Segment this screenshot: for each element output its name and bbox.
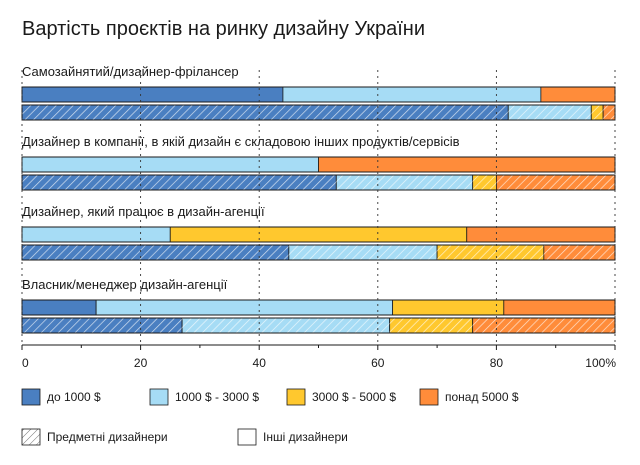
x-tick-label: 60 — [371, 356, 385, 370]
x-tick-label: 0 — [22, 356, 29, 370]
legend-label: Інші дизайнери — [263, 430, 348, 444]
bar-group-1: Самозайнятий/дизайнер-фрілансер — [22, 64, 615, 120]
legend-pattern-item: Предметні дизайнери — [22, 429, 168, 445]
bar-segment-hatch — [544, 245, 615, 260]
legend-swatch — [420, 389, 438, 405]
group-label: Власник/менеджер дизайн-агенції — [22, 277, 228, 292]
bar-segment-hatch — [473, 318, 615, 333]
legend-item: понад 5000 $ — [420, 389, 519, 405]
legend-swatch-plain — [238, 429, 256, 445]
bar-group-4: Власник/менеджер дизайн-агенції — [22, 277, 615, 333]
bar-segment-other-5000 — [467, 227, 615, 242]
bar-segment-other-1000 — [22, 87, 283, 102]
bar-segment-other-3000-5000 — [393, 300, 504, 315]
legend-label: 1000 $ - 3000 $ — [175, 390, 259, 404]
group-label: Самозайнятий/дизайнер-фрілансер — [22, 64, 239, 79]
legend-label: 3000 $ - 5000 $ — [312, 390, 396, 404]
x-tick-label: 40 — [253, 356, 267, 370]
chart-canvas: Вартість проєктів на ринку дизайну Украї… — [0, 0, 640, 465]
x-tick-label: 20 — [134, 356, 148, 370]
bar-segment-hatch — [390, 318, 473, 333]
bar-group-2: Дизайнер в компанії, в якій дизайн є скл… — [22, 134, 615, 190]
legend: до 1000 $ 1000 $ - 3000 $ 3000 $ - 5000 $ п… — [22, 389, 519, 445]
bar-segment-hatch — [22, 105, 508, 120]
legend-swatch — [287, 389, 305, 405]
legend-label: Предметні дизайнери — [47, 430, 168, 444]
bar-segment-other-1000-3000 — [283, 87, 541, 102]
bar-segment-hatch — [182, 318, 390, 333]
bar-segment-hatch — [22, 245, 289, 260]
chart-title: Вартість проєктів на ринку дизайну Украї… — [22, 18, 425, 40]
bar-segment-other-1000-3000 — [22, 157, 319, 172]
legend-item: до 1000 $ — [22, 389, 101, 405]
bar-segment-hatch — [22, 318, 182, 333]
legend-item: 1000 $ - 3000 $ — [150, 389, 259, 405]
bar-segment-hatch — [336, 175, 472, 190]
bar-segment-other-5000 — [319, 157, 616, 172]
legend-label: понад 5000 $ — [445, 390, 519, 404]
legend-item: 3000 $ - 5000 $ — [287, 389, 396, 405]
legend-label: до 1000 $ — [47, 390, 101, 404]
legend-pattern-item: Інші дизайнери — [238, 429, 348, 445]
x-tick-label: 100% — [585, 356, 616, 370]
bar-segment-other-5000 — [504, 300, 615, 315]
x-tick-label: 80 — [490, 356, 504, 370]
bar-segment-hatch — [22, 175, 336, 190]
bar-segment-other-1000-3000 — [22, 227, 170, 242]
group-label: Дизайнер в компанії, в якій дизайн є скл… — [22, 134, 460, 149]
bar-segment-hatch — [289, 245, 437, 260]
bar-segment-other-1000 — [22, 300, 96, 315]
bar-segment-other-3000-5000 — [170, 227, 467, 242]
bar-segment-hatch — [508, 105, 591, 120]
bar-segment-other-1000-3000 — [96, 300, 393, 315]
bar-group-3: Дизайнер, який працює в дизайн-агенції — [22, 204, 615, 260]
group-label: Дизайнер, який працює в дизайн-агенції — [22, 204, 265, 219]
bar-segment-hatch — [591, 105, 603, 120]
plot-area: Самозайнятий/дизайнер-фрілансер Дизайнер … — [22, 64, 615, 333]
legend-swatch-hatched — [22, 429, 40, 445]
bar-segment-other-5000 — [541, 87, 615, 102]
legend-swatch — [150, 389, 168, 405]
bar-segment-hatch — [603, 105, 615, 120]
bar-segment-hatch — [473, 175, 497, 190]
bar-segment-hatch — [496, 175, 615, 190]
bar-segment-hatch — [437, 245, 544, 260]
legend-swatch — [22, 389, 40, 405]
